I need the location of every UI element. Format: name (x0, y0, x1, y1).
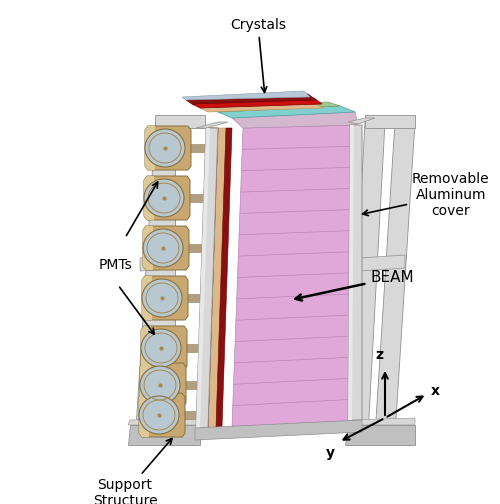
Polygon shape (189, 144, 205, 152)
Text: x: x (431, 384, 440, 398)
Text: z: z (375, 348, 383, 362)
Polygon shape (208, 102, 340, 112)
Polygon shape (186, 294, 202, 302)
Ellipse shape (145, 129, 185, 167)
Ellipse shape (143, 229, 183, 267)
Polygon shape (142, 276, 188, 320)
Polygon shape (143, 226, 153, 270)
Polygon shape (200, 104, 324, 112)
Polygon shape (139, 393, 149, 437)
Polygon shape (208, 128, 226, 427)
Polygon shape (348, 122, 385, 435)
Polygon shape (145, 126, 191, 170)
Polygon shape (198, 128, 218, 428)
Polygon shape (348, 125, 362, 420)
Text: PMTs: PMTs (98, 258, 132, 272)
Polygon shape (141, 326, 187, 370)
Polygon shape (198, 128, 211, 428)
Text: Crystals: Crystals (230, 18, 286, 92)
Polygon shape (183, 411, 199, 419)
Text: Support
Structure: Support Structure (92, 438, 172, 504)
Polygon shape (185, 344, 201, 352)
Polygon shape (195, 420, 362, 440)
Text: BEAM: BEAM (296, 271, 414, 300)
Polygon shape (187, 244, 203, 252)
Polygon shape (232, 112, 358, 128)
Polygon shape (196, 128, 210, 428)
Polygon shape (145, 126, 155, 170)
Polygon shape (128, 425, 200, 445)
Polygon shape (375, 122, 415, 435)
Text: Removable
Aluminum
cover: Removable Aluminum cover (362, 172, 490, 218)
Polygon shape (135, 122, 175, 435)
Polygon shape (232, 125, 360, 427)
Polygon shape (144, 176, 154, 220)
Polygon shape (128, 418, 200, 425)
Polygon shape (348, 125, 354, 420)
Polygon shape (141, 326, 151, 370)
Polygon shape (218, 106, 355, 118)
Polygon shape (155, 115, 205, 128)
Polygon shape (144, 176, 190, 220)
Polygon shape (186, 94, 316, 104)
Ellipse shape (144, 179, 184, 217)
Polygon shape (188, 194, 204, 202)
Polygon shape (196, 128, 218, 428)
Ellipse shape (140, 366, 180, 404)
Ellipse shape (139, 396, 179, 434)
Polygon shape (140, 255, 185, 271)
Polygon shape (345, 425, 415, 445)
Polygon shape (140, 363, 150, 407)
Polygon shape (360, 255, 405, 271)
Polygon shape (192, 98, 322, 108)
Polygon shape (196, 122, 228, 128)
Ellipse shape (142, 279, 182, 317)
Polygon shape (139, 393, 185, 437)
Polygon shape (184, 381, 200, 389)
Polygon shape (143, 226, 189, 270)
Ellipse shape (141, 329, 181, 367)
Polygon shape (365, 115, 415, 128)
Polygon shape (345, 418, 415, 425)
Polygon shape (142, 276, 152, 320)
Polygon shape (182, 91, 310, 100)
Polygon shape (348, 118, 375, 124)
Polygon shape (140, 363, 186, 407)
Polygon shape (216, 128, 232, 427)
Text: y: y (326, 446, 335, 460)
